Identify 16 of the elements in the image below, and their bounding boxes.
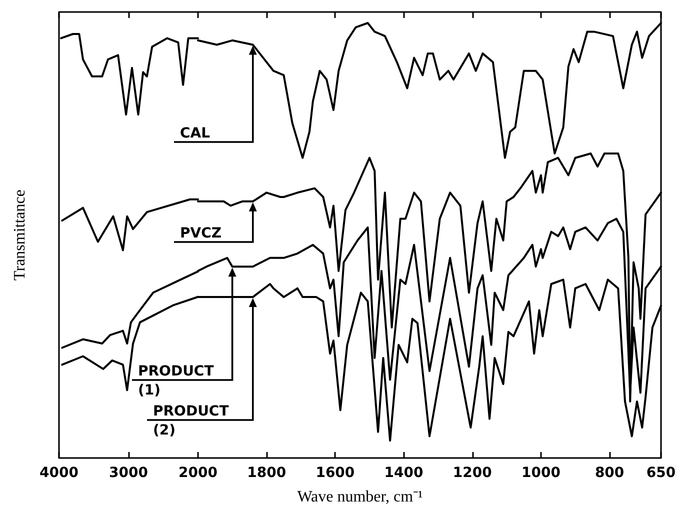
x-tick-label: 4000 <box>40 465 79 481</box>
series-label: PVCZ <box>180 226 222 242</box>
x-tick-label: 2000 <box>178 465 218 481</box>
x-tick-label: 1200 <box>452 465 492 481</box>
y-axis-title: Transmittance <box>12 190 28 280</box>
text: PRODUCT (1) <box>138 364 214 398</box>
x-axis-title: Wave number, cm⁻¹ <box>297 488 423 506</box>
x-tick-label: 800 <box>594 465 624 481</box>
x-tick-label: 1000 <box>521 465 561 481</box>
text: CAL <box>180 126 210 142</box>
x-tick-label: 1400 <box>384 465 424 481</box>
x-tick-label: 1800 <box>247 465 286 481</box>
x-tick-label: 3000 <box>109 465 148 481</box>
x-tick-label: 1600 <box>316 465 355 481</box>
text: PRODUCT (2) <box>153 404 230 438</box>
x-tick-label: 650 <box>646 465 676 481</box>
